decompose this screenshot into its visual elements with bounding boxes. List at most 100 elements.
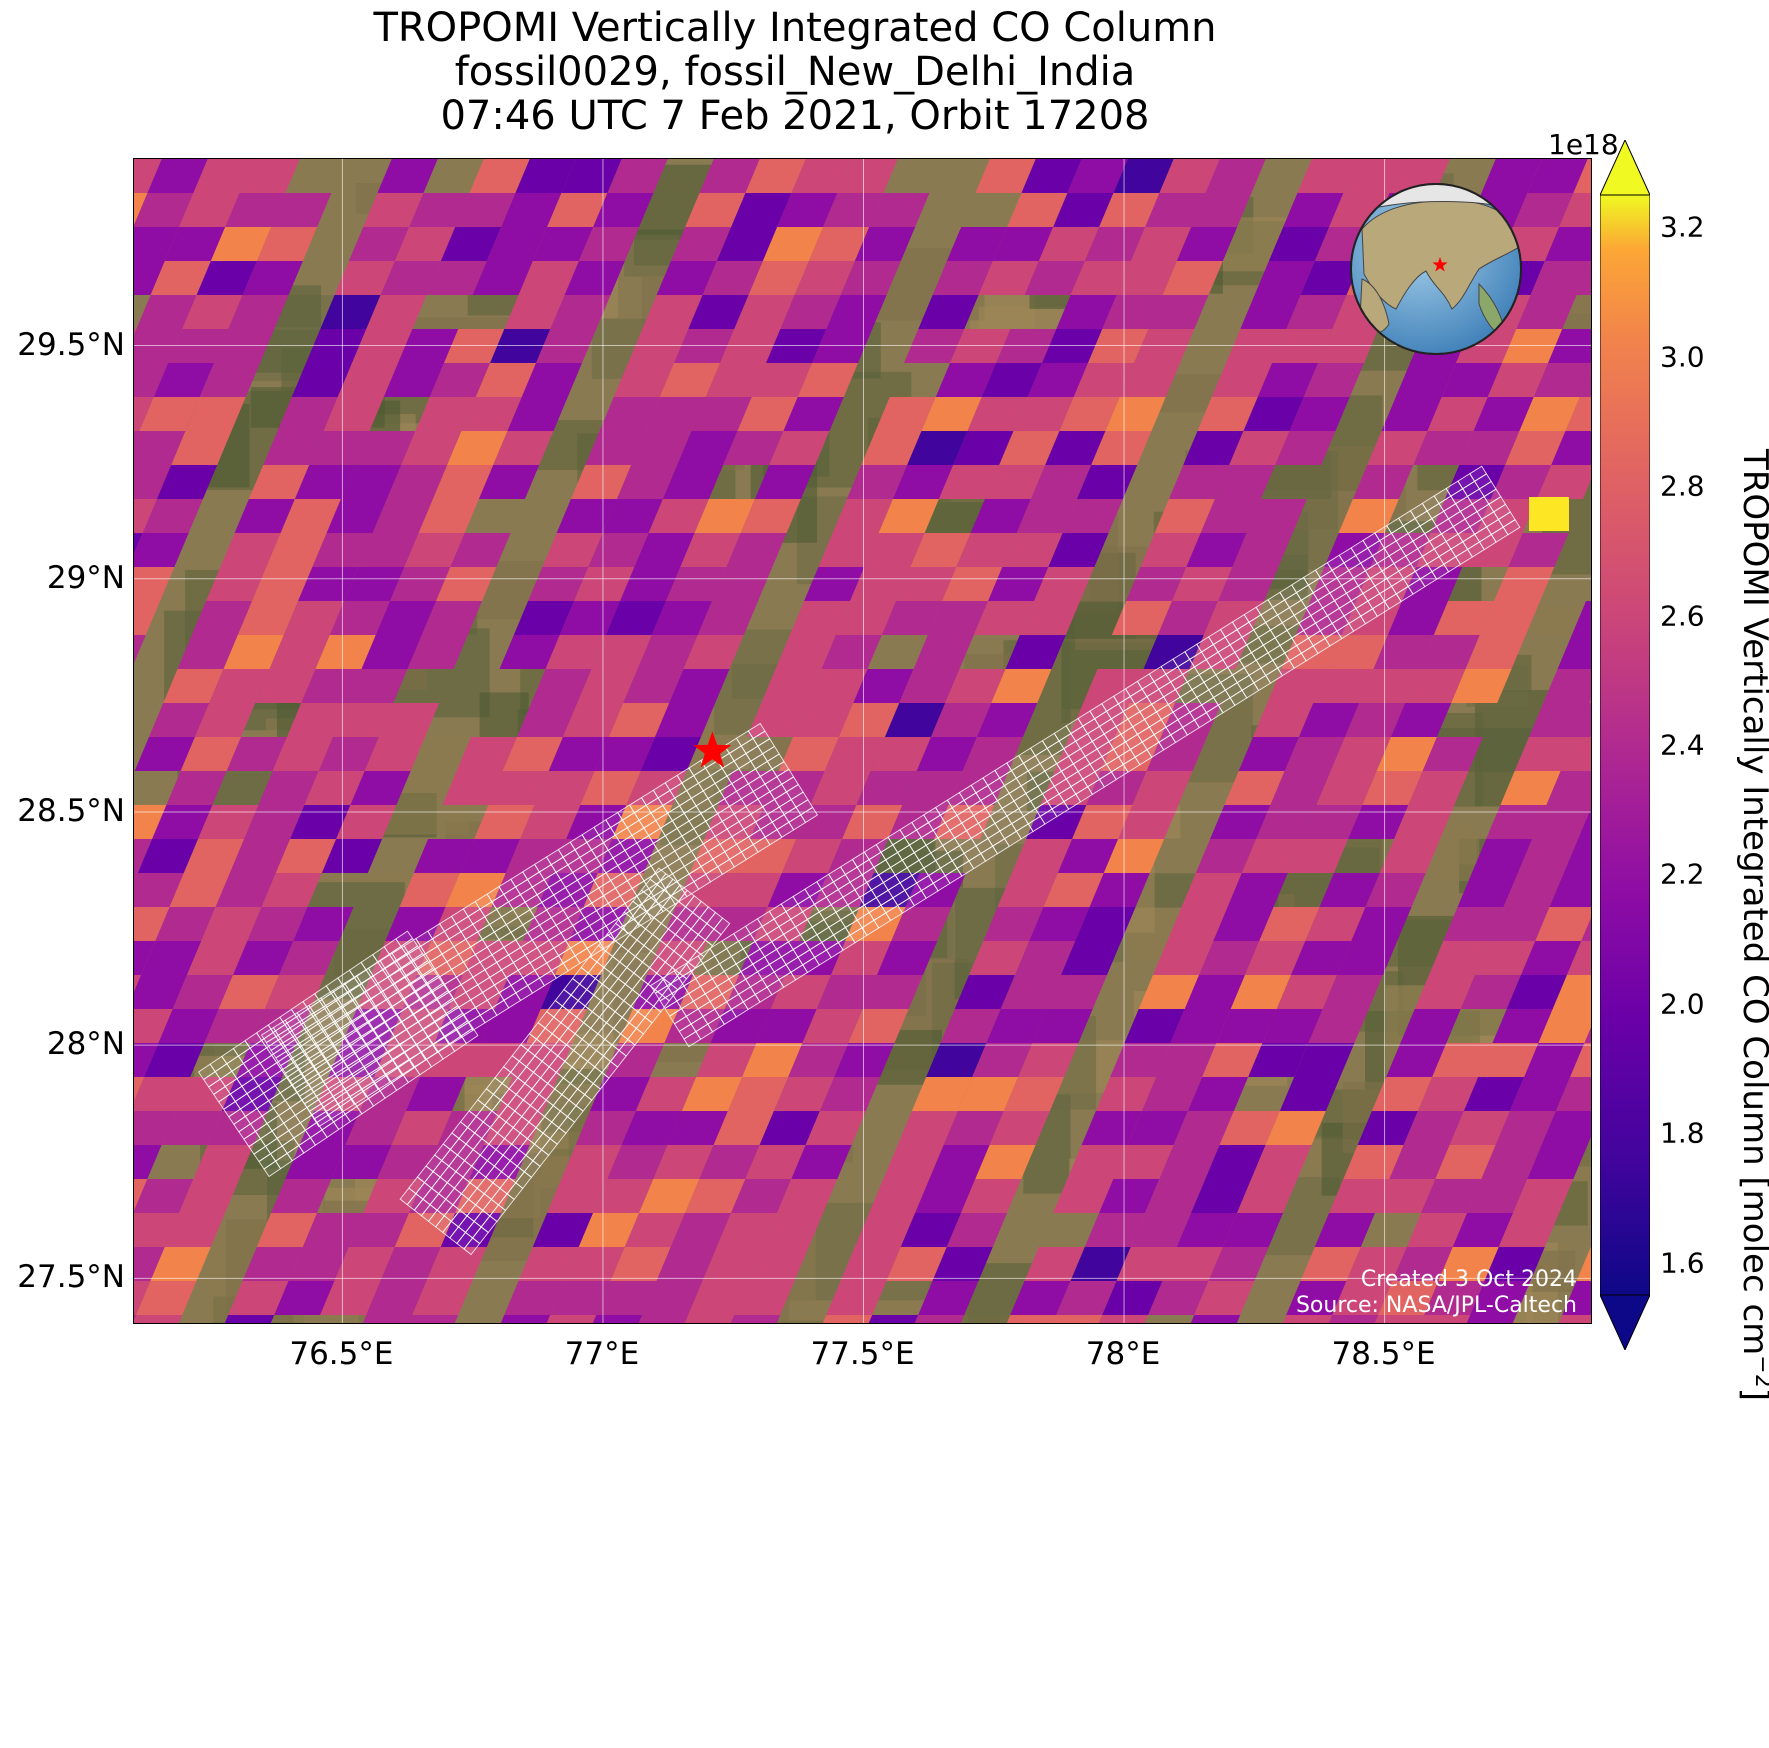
co-pixel: [1374, 1315, 1425, 1323]
co-pixel: [1479, 601, 1541, 635]
co-pixel: [1203, 601, 1265, 635]
co-pixel: [520, 805, 581, 839]
co-pixel: [945, 669, 1006, 703]
co-pixel: [440, 227, 502, 261]
co-pixel: [1099, 1179, 1160, 1213]
co-pixel: [383, 363, 445, 397]
co-pixel: [1576, 1247, 1591, 1281]
co-pixel: [1067, 159, 1128, 193]
co-pixel: [1181, 873, 1242, 907]
co-pixel: [1319, 873, 1380, 907]
co-pixel: [1300, 1247, 1361, 1281]
title-line-1: TROPOMI Vertically Integrated CO Column: [373, 5, 1217, 51]
co-pixel: [134, 941, 156, 975]
co-pixel: [1438, 1247, 1499, 1281]
co-pixel: [677, 431, 738, 465]
co-pixel: [488, 771, 549, 805]
co-pixel: [1381, 397, 1442, 431]
co-pixel: [515, 159, 576, 193]
co-pixel: [1521, 941, 1582, 975]
co-pixel: [970, 499, 1031, 533]
co-pixel: [877, 941, 938, 975]
co-pixel: [1405, 669, 1466, 703]
co-pixel: [1387, 601, 1449, 635]
co-pixel: [1046, 975, 1107, 1009]
co-pixel: [1257, 363, 1319, 397]
co-pixel: [813, 873, 874, 907]
co-pixel: [279, 941, 340, 975]
co-pixel: [1045, 431, 1106, 465]
co-pixel: [1395, 363, 1457, 397]
co-pixel: [1091, 431, 1152, 465]
co-pixel: [750, 805, 811, 839]
co-pixel: [967, 397, 1028, 431]
co-pixel: [566, 805, 627, 839]
co-pixel: [426, 1247, 487, 1281]
co-pixel: [255, 669, 316, 703]
co-pixel: [261, 873, 322, 907]
credit-created: Created 3 Oct 2024: [1360, 1267, 1577, 1292]
co-pixel: [702, 1247, 763, 1281]
co-pixel: [699, 1145, 760, 1179]
co-pixel: [528, 567, 589, 601]
map-plot-area[interactable]: Created 3 Oct 2024 Source: NASA/JPL-Calt…: [133, 158, 1592, 1324]
co-pixel: [334, 261, 395, 295]
y-tick-label: 29°N: [46, 559, 125, 596]
co-pixel: [150, 261, 211, 295]
co-pixel: [1053, 193, 1114, 227]
co-pixel: [248, 465, 310, 499]
co-pixel: [1102, 1281, 1163, 1315]
co-pixel: [853, 669, 914, 703]
credit-source: Source: NASA/JPL-Caltech: [1295, 1293, 1577, 1318]
co-pixel: [842, 805, 903, 839]
co-pixel: [1262, 1009, 1323, 1043]
co-pixel: [1400, 1009, 1461, 1043]
co-pixel: [469, 159, 530, 193]
co-pixel: [1083, 669, 1144, 703]
co-pixel: [224, 1315, 275, 1323]
co-pixel: [1006, 1315, 1057, 1323]
co-pixel: [1268, 227, 1330, 261]
co-pixel: [1432, 1043, 1493, 1077]
co-pixel: [134, 805, 167, 839]
co-pixel: [1089, 873, 1150, 907]
co-pixel: [182, 295, 243, 329]
co-pixel: [1459, 431, 1520, 465]
co-pixel: [1298, 703, 1360, 737]
co-pixel: [705, 363, 767, 397]
co-pixel: [1413, 431, 1474, 465]
co-pixel: [667, 1111, 728, 1145]
co-pixel: [716, 1213, 778, 1247]
co-pixel: [1357, 1111, 1418, 1145]
co-pixel: [1494, 567, 1555, 601]
co-pixel: [1316, 771, 1377, 805]
co-pixel: [1015, 941, 1076, 975]
co-pixel: [1297, 159, 1358, 193]
co-pixel: [390, 567, 451, 601]
co-pixel: [207, 1111, 268, 1145]
co-pixel: [513, 601, 575, 635]
co-pixel: [329, 601, 391, 635]
co-pixel: [550, 1281, 611, 1315]
co-pixel: [1208, 1247, 1269, 1281]
co-pixel: [816, 975, 877, 1009]
co-pixel: [1536, 465, 1591, 499]
co-pixel: [639, 1179, 700, 1213]
co-pixel: [172, 975, 233, 1009]
co-pixel: [688, 295, 749, 329]
co-pixel: [301, 669, 362, 703]
co-pixel: [366, 295, 427, 329]
co-pixel: [929, 1145, 990, 1179]
co-pixel: [1449, 1111, 1510, 1145]
co-pixel: [164, 1213, 226, 1247]
co-pixel: [1476, 499, 1537, 533]
co-pixel: [1303, 363, 1365, 397]
co-pixel: [1584, 1027, 1591, 1043]
co-pixel: [1027, 363, 1089, 397]
co-pixel: [1238, 737, 1299, 771]
co-pixel: [685, 193, 746, 227]
co-pixel: [447, 431, 508, 465]
co-pixel: [854, 227, 916, 261]
colorbar-scale-label: 1e18: [1548, 128, 1619, 161]
co-pixel: [1281, 635, 1342, 669]
